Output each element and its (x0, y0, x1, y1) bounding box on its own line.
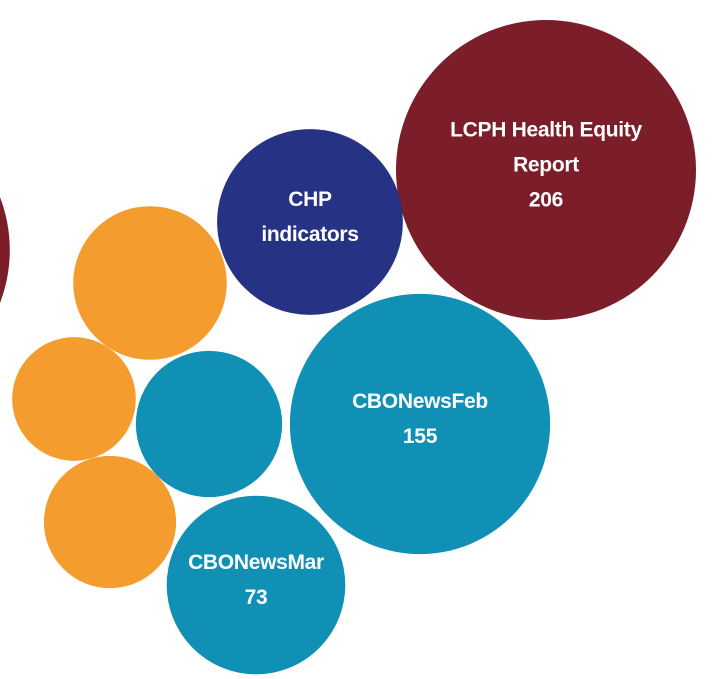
bubble-name: CBONewsMar (188, 551, 324, 574)
bubble (12, 337, 136, 461)
bubble-value: 73 (244, 586, 268, 609)
bubble (217, 129, 403, 315)
bubble-name: CBONewsFeb (352, 390, 488, 413)
bubble (0, 197, 10, 303)
bubble (135, 350, 283, 498)
bubble-name: CHP indicators (261, 188, 359, 246)
bubble-name: LCPH Health Equity Report (450, 118, 642, 177)
bubble-label: CBONewsFeb 155 (352, 384, 488, 454)
bubble-value: 155 (402, 425, 438, 448)
bubble-value: 206 (528, 188, 564, 212)
bubble (43, 455, 177, 589)
bubble-label: LCPH Health Equity Report 206 (426, 113, 666, 218)
bubble-label: CBONewsMar 73 (188, 545, 324, 615)
bubble (289, 293, 551, 555)
bubble-label: CHP indicators (245, 182, 375, 252)
bubble (166, 495, 346, 675)
bubble (73, 206, 227, 360)
bubble (396, 20, 696, 320)
